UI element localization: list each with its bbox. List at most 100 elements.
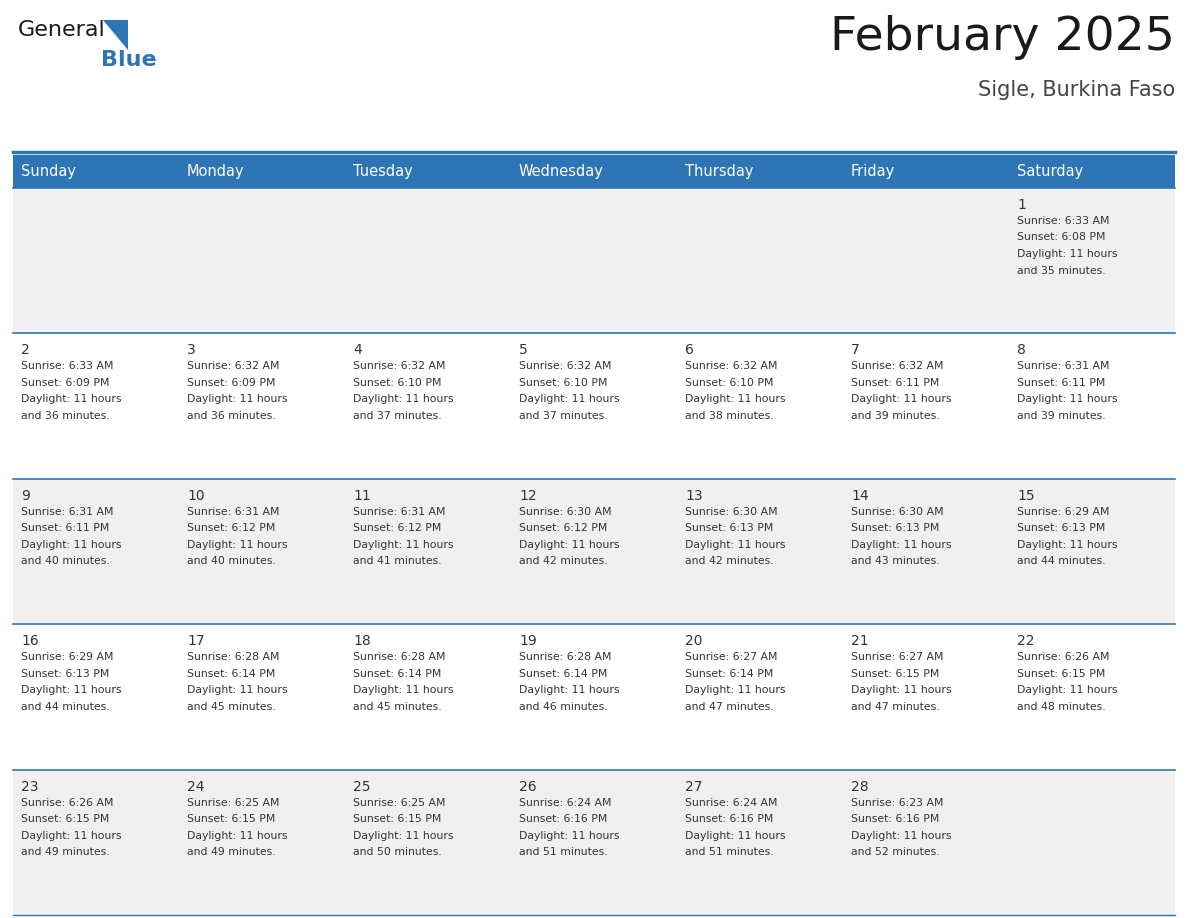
Text: Daylight: 11 hours: Daylight: 11 hours bbox=[519, 540, 619, 550]
Text: and 48 minutes.: and 48 minutes. bbox=[1017, 701, 1106, 711]
Text: Daylight: 11 hours: Daylight: 11 hours bbox=[1017, 249, 1118, 259]
Text: 15: 15 bbox=[1017, 488, 1035, 503]
Text: 8: 8 bbox=[1017, 343, 1026, 357]
Text: Sunrise: 6:32 AM: Sunrise: 6:32 AM bbox=[353, 362, 446, 372]
Text: Thursday: Thursday bbox=[685, 164, 753, 179]
Text: and 39 minutes.: and 39 minutes. bbox=[851, 411, 940, 420]
Text: Daylight: 11 hours: Daylight: 11 hours bbox=[187, 831, 287, 841]
Text: 3: 3 bbox=[187, 343, 196, 357]
Text: Sunset: 6:16 PM: Sunset: 6:16 PM bbox=[851, 814, 940, 824]
Text: and 42 minutes.: and 42 minutes. bbox=[519, 556, 607, 566]
Text: and 40 minutes.: and 40 minutes. bbox=[21, 556, 109, 566]
Text: Daylight: 11 hours: Daylight: 11 hours bbox=[187, 395, 287, 405]
Text: Daylight: 11 hours: Daylight: 11 hours bbox=[1017, 540, 1118, 550]
Text: Sunset: 6:12 PM: Sunset: 6:12 PM bbox=[187, 523, 276, 533]
Text: 11: 11 bbox=[353, 488, 371, 503]
Text: 18: 18 bbox=[353, 634, 371, 648]
Text: Sunrise: 6:32 AM: Sunrise: 6:32 AM bbox=[685, 362, 777, 372]
Text: and 37 minutes.: and 37 minutes. bbox=[519, 411, 607, 420]
Text: Sunset: 6:11 PM: Sunset: 6:11 PM bbox=[21, 523, 109, 533]
Text: Sunset: 6:14 PM: Sunset: 6:14 PM bbox=[519, 668, 607, 678]
Text: 1: 1 bbox=[1017, 198, 1026, 212]
Text: Sunrise: 6:25 AM: Sunrise: 6:25 AM bbox=[187, 798, 279, 808]
Text: Sunrise: 6:31 AM: Sunrise: 6:31 AM bbox=[1017, 362, 1110, 372]
Text: Daylight: 11 hours: Daylight: 11 hours bbox=[353, 831, 454, 841]
Text: Sunrise: 6:32 AM: Sunrise: 6:32 AM bbox=[187, 362, 279, 372]
Text: Sunrise: 6:30 AM: Sunrise: 6:30 AM bbox=[519, 507, 612, 517]
Text: Sunset: 6:11 PM: Sunset: 6:11 PM bbox=[851, 378, 940, 388]
Text: Sunset: 6:09 PM: Sunset: 6:09 PM bbox=[21, 378, 109, 388]
Text: 17: 17 bbox=[187, 634, 204, 648]
Text: Sunset: 6:13 PM: Sunset: 6:13 PM bbox=[685, 523, 773, 533]
Text: Daylight: 11 hours: Daylight: 11 hours bbox=[1017, 685, 1118, 695]
Text: Friday: Friday bbox=[851, 164, 896, 179]
Text: and 39 minutes.: and 39 minutes. bbox=[1017, 411, 1106, 420]
Text: Sunrise: 6:23 AM: Sunrise: 6:23 AM bbox=[851, 798, 943, 808]
Text: 27: 27 bbox=[685, 779, 702, 793]
Text: Sunset: 6:10 PM: Sunset: 6:10 PM bbox=[353, 378, 442, 388]
Text: Sunset: 6:16 PM: Sunset: 6:16 PM bbox=[685, 814, 773, 824]
Text: Sunrise: 6:27 AM: Sunrise: 6:27 AM bbox=[685, 652, 777, 662]
Text: 22: 22 bbox=[1017, 634, 1035, 648]
Text: and 49 minutes.: and 49 minutes. bbox=[21, 847, 109, 857]
Text: and 35 minutes.: and 35 minutes. bbox=[1017, 265, 1106, 275]
Text: Sunset: 6:11 PM: Sunset: 6:11 PM bbox=[1017, 378, 1105, 388]
Text: Sunrise: 6:28 AM: Sunrise: 6:28 AM bbox=[519, 652, 612, 662]
Text: Sunset: 6:14 PM: Sunset: 6:14 PM bbox=[187, 668, 276, 678]
Text: Daylight: 11 hours: Daylight: 11 hours bbox=[353, 395, 454, 405]
Text: General: General bbox=[18, 20, 106, 40]
Text: Sunset: 6:14 PM: Sunset: 6:14 PM bbox=[353, 668, 442, 678]
Text: Sunset: 6:16 PM: Sunset: 6:16 PM bbox=[519, 814, 607, 824]
Text: and 50 minutes.: and 50 minutes. bbox=[353, 847, 442, 857]
Text: Wednesday: Wednesday bbox=[519, 164, 604, 179]
Text: Daylight: 11 hours: Daylight: 11 hours bbox=[685, 685, 785, 695]
Text: and 44 minutes.: and 44 minutes. bbox=[1017, 556, 1106, 566]
Text: Daylight: 11 hours: Daylight: 11 hours bbox=[21, 831, 121, 841]
Text: Sunrise: 6:28 AM: Sunrise: 6:28 AM bbox=[353, 652, 446, 662]
Text: Sunset: 6:15 PM: Sunset: 6:15 PM bbox=[851, 668, 940, 678]
Text: Sunrise: 6:31 AM: Sunrise: 6:31 AM bbox=[187, 507, 279, 517]
Text: Sunset: 6:15 PM: Sunset: 6:15 PM bbox=[187, 814, 276, 824]
Text: and 36 minutes.: and 36 minutes. bbox=[21, 411, 109, 420]
Text: February 2025: February 2025 bbox=[830, 15, 1175, 60]
Text: and 36 minutes.: and 36 minutes. bbox=[187, 411, 276, 420]
Text: Sunrise: 6:29 AM: Sunrise: 6:29 AM bbox=[21, 652, 114, 662]
Text: and 41 minutes.: and 41 minutes. bbox=[353, 556, 442, 566]
Text: Sunrise: 6:33 AM: Sunrise: 6:33 AM bbox=[21, 362, 114, 372]
Text: Sunset: 6:09 PM: Sunset: 6:09 PM bbox=[187, 378, 276, 388]
Text: Sunrise: 6:30 AM: Sunrise: 6:30 AM bbox=[851, 507, 943, 517]
Text: Sigle, Burkina Faso: Sigle, Burkina Faso bbox=[978, 80, 1175, 100]
Text: 26: 26 bbox=[519, 779, 537, 793]
Text: Sunset: 6:15 PM: Sunset: 6:15 PM bbox=[1017, 668, 1105, 678]
Text: 12: 12 bbox=[519, 488, 537, 503]
Text: and 46 minutes.: and 46 minutes. bbox=[519, 701, 607, 711]
Text: Daylight: 11 hours: Daylight: 11 hours bbox=[21, 540, 121, 550]
Text: 16: 16 bbox=[21, 634, 39, 648]
Text: and 38 minutes.: and 38 minutes. bbox=[685, 411, 773, 420]
Text: 21: 21 bbox=[851, 634, 868, 648]
Text: Sunrise: 6:26 AM: Sunrise: 6:26 AM bbox=[1017, 652, 1110, 662]
Text: Sunrise: 6:25 AM: Sunrise: 6:25 AM bbox=[353, 798, 446, 808]
Text: 6: 6 bbox=[685, 343, 694, 357]
Text: Sunrise: 6:32 AM: Sunrise: 6:32 AM bbox=[519, 362, 612, 372]
Text: and 42 minutes.: and 42 minutes. bbox=[685, 556, 773, 566]
Text: Daylight: 11 hours: Daylight: 11 hours bbox=[187, 685, 287, 695]
Text: Daylight: 11 hours: Daylight: 11 hours bbox=[353, 685, 454, 695]
Text: Sunset: 6:10 PM: Sunset: 6:10 PM bbox=[519, 378, 607, 388]
Text: Sunrise: 6:33 AM: Sunrise: 6:33 AM bbox=[1017, 216, 1110, 226]
Text: Daylight: 11 hours: Daylight: 11 hours bbox=[851, 685, 952, 695]
Text: and 45 minutes.: and 45 minutes. bbox=[187, 701, 276, 711]
Text: 2: 2 bbox=[21, 343, 30, 357]
Text: Daylight: 11 hours: Daylight: 11 hours bbox=[519, 685, 619, 695]
Text: Sunset: 6:12 PM: Sunset: 6:12 PM bbox=[353, 523, 442, 533]
Text: Daylight: 11 hours: Daylight: 11 hours bbox=[21, 685, 121, 695]
Text: and 52 minutes.: and 52 minutes. bbox=[851, 847, 940, 857]
Text: Sunset: 6:14 PM: Sunset: 6:14 PM bbox=[685, 668, 773, 678]
Text: and 47 minutes.: and 47 minutes. bbox=[685, 701, 773, 711]
Text: Sunrise: 6:26 AM: Sunrise: 6:26 AM bbox=[21, 798, 114, 808]
Text: and 45 minutes.: and 45 minutes. bbox=[353, 701, 442, 711]
Text: Sunset: 6:08 PM: Sunset: 6:08 PM bbox=[1017, 232, 1106, 242]
Text: Sunrise: 6:29 AM: Sunrise: 6:29 AM bbox=[1017, 507, 1110, 517]
Text: Sunrise: 6:24 AM: Sunrise: 6:24 AM bbox=[519, 798, 612, 808]
Text: Blue: Blue bbox=[101, 50, 157, 70]
